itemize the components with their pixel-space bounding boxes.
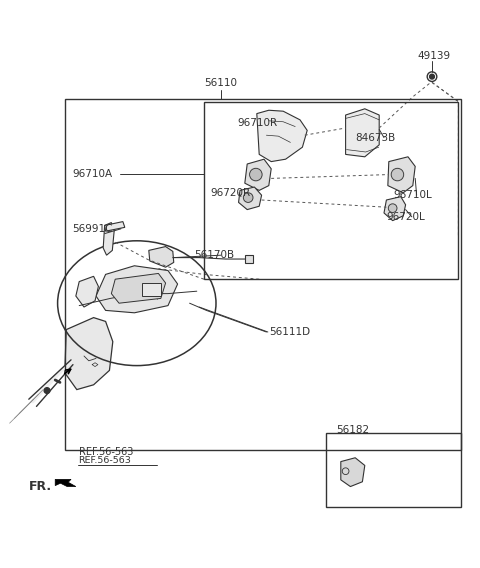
Text: 49139: 49139: [418, 51, 451, 61]
Bar: [245, 255, 253, 263]
Text: 96710A: 96710A: [72, 169, 112, 178]
Polygon shape: [341, 458, 365, 487]
Text: REF.56-563: REF.56-563: [78, 456, 131, 465]
Polygon shape: [55, 479, 76, 487]
Circle shape: [388, 204, 397, 212]
Text: FR.: FR.: [29, 480, 52, 493]
Polygon shape: [76, 276, 98, 307]
Polygon shape: [149, 247, 174, 267]
Polygon shape: [245, 159, 271, 190]
Polygon shape: [103, 223, 114, 255]
Text: 56182: 56182: [336, 425, 369, 435]
Polygon shape: [96, 266, 178, 313]
Polygon shape: [105, 222, 125, 231]
Text: 56991C: 56991C: [72, 224, 112, 234]
Text: 56110: 56110: [204, 78, 237, 88]
Text: REF.56-563: REF.56-563: [79, 447, 133, 457]
Circle shape: [44, 388, 50, 394]
Bar: [65, 99, 461, 450]
Polygon shape: [111, 273, 166, 303]
Polygon shape: [388, 157, 415, 193]
Bar: [142, 283, 161, 296]
Circle shape: [391, 168, 404, 181]
Text: 96710R: 96710R: [238, 118, 278, 128]
Text: 96720L: 96720L: [386, 212, 425, 222]
Text: 96720R: 96720R: [210, 188, 251, 198]
Polygon shape: [384, 197, 406, 220]
Polygon shape: [65, 318, 113, 390]
Circle shape: [430, 74, 434, 79]
Text: 96710L: 96710L: [394, 190, 432, 200]
Bar: [204, 102, 458, 279]
Bar: [326, 433, 461, 507]
Text: 56111D: 56111D: [269, 327, 310, 337]
Circle shape: [243, 193, 253, 202]
Polygon shape: [239, 187, 262, 210]
Polygon shape: [346, 109, 379, 157]
Circle shape: [250, 168, 262, 181]
Text: 84673B: 84673B: [355, 132, 396, 143]
Text: 56170B: 56170B: [194, 250, 235, 260]
Polygon shape: [257, 110, 307, 162]
